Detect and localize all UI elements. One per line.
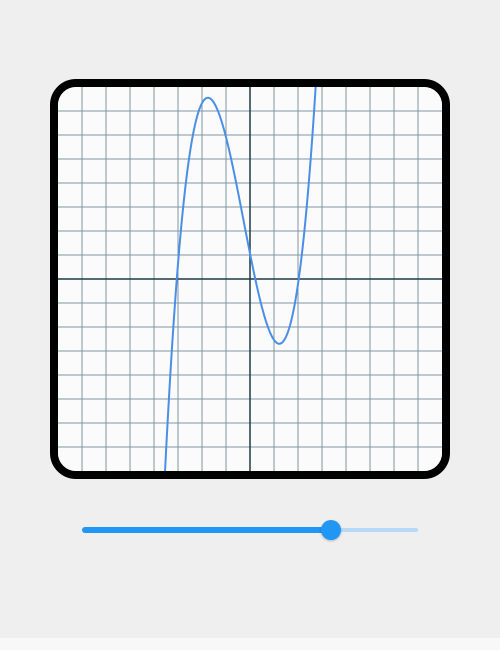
- slider-track-filled[interactable]: [82, 527, 331, 533]
- axes: [58, 87, 442, 471]
- parameter-slider[interactable]: [82, 518, 418, 542]
- slider-thumb[interactable]: [320, 520, 341, 540]
- function-graph: [58, 87, 442, 471]
- function-curve: [164, 87, 317, 471]
- bottom-bar: [0, 638, 500, 650]
- graph-panel: [50, 79, 450, 479]
